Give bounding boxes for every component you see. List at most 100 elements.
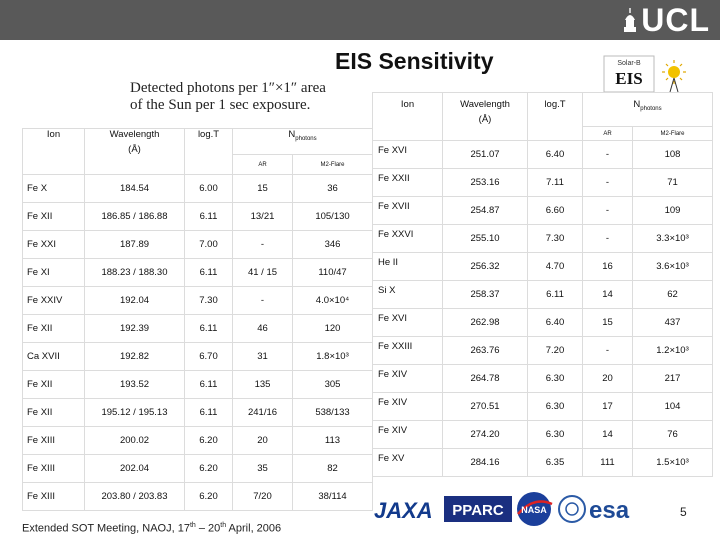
table-row: Fe X 184.54 6.00 15 36 (22, 174, 374, 203)
cell-m2flare: 1.2×10³ (631, 336, 714, 365)
table-row: Fe XII 195.12 / 195.13 6.11 241/16 538/133 (22, 398, 374, 427)
cell-m2flare: 108 (631, 140, 714, 169)
cell-m2flare: 62 (631, 280, 714, 309)
cell-m2flare: 109 (631, 196, 714, 225)
cell-wavelength: 187.89 (84, 230, 185, 259)
cell-m2flare: 3.6×10³ (631, 252, 714, 281)
cell-logt: 6.11 (184, 258, 233, 287)
table-row: Fe XXII 253.16 7.11-71 (372, 168, 714, 197)
table-row: Fe XVI 262.98 6.40 15 437 (372, 308, 714, 337)
cell-ion: Fe XXVI (372, 224, 443, 253)
right-sensitivity-table: Ion Wavelength (Å) log.T Nphotons AR M2-… (372, 92, 714, 477)
col-header-logt: log.T (527, 92, 583, 141)
cell-ar: 41 / 15 (232, 258, 293, 287)
cell-wavelength: 254.87 (442, 196, 528, 225)
cell-ion: Si X (372, 280, 443, 309)
cell-ion: Fe XII (22, 314, 85, 343)
table-row: Fe XXIV 192.04 7.30-4.0×10⁴ (22, 286, 374, 315)
table-row: Fe XXI 187.89 7.00-346 (22, 230, 374, 259)
table-row: Fe XXVI 255.10 7.30-3.3×10³ (372, 224, 714, 253)
footer-prefix: Extended SOT Meeting, NAOJ, 17 (22, 522, 190, 535)
cell-wavelength: 200.02 (84, 426, 185, 455)
cell-ar: - (582, 336, 633, 365)
table-row: Fe XV 284.16 6.35 111 1.5×10³ (372, 448, 714, 477)
cell-ion: Fe XIV (372, 420, 443, 449)
cell-ar: 31 (232, 342, 293, 371)
esa-logo-text: esa (589, 497, 630, 524)
cell-ion: Fe XXIII (372, 336, 443, 365)
cell-ar: 13/21 (232, 202, 293, 231)
cell-wavelength: 203.80 / 203.83 (84, 482, 185, 511)
col-header-wavelength: Wavelength (Å) (442, 92, 528, 141)
cell-m2flare: 437 (631, 308, 714, 337)
cell-ion: Fe XII (22, 202, 85, 231)
col-header-m2flare: M2-Flare (291, 154, 374, 175)
nasa-logo-text: NASA (521, 505, 547, 515)
cell-ion: Fe XI (22, 258, 85, 287)
cell-logt: 7.00 (184, 230, 233, 259)
cell-wavelength: 258.37 (442, 280, 528, 309)
table-row: Fe XIV 274.20 6.30 14 76 (372, 420, 714, 449)
nasa-logo: NASA (517, 492, 553, 526)
cell-ion: Fe XII (22, 370, 85, 399)
cell-m2flare: 38/114 (291, 482, 374, 511)
col-header-wavelength: Wavelength (Å) (84, 128, 185, 175)
ucl-dome-icon (624, 8, 637, 32)
cell-ion: Fe X (22, 174, 85, 203)
cell-ar: 35 (232, 454, 293, 483)
cell-wavelength: 195.12 / 195.13 (84, 398, 185, 427)
cell-ion: Fe XXI (22, 230, 85, 259)
cell-ion: Fe XV (372, 448, 443, 477)
cell-ar: - (582, 140, 633, 169)
cell-logt: 6.70 (184, 342, 233, 371)
cell-ion: Fe XIII (22, 482, 85, 511)
cell-logt: 6.00 (184, 174, 233, 203)
cell-ion: Fe XII (22, 398, 85, 427)
table-row: Fe XI 188.23 / 188.30 6.11 41 / 15 110/47 (22, 258, 374, 287)
subtitle-line-2: of the Sun per 1 sec exposure. (130, 97, 311, 113)
nphotons-sub: photons (640, 105, 662, 112)
cell-logt: 7.20 (527, 336, 583, 365)
cell-logt: 6.60 (527, 196, 583, 225)
cell-wavelength: 192.04 (84, 286, 185, 315)
table-row: Ca XVII 192.82 6.70 31 1.8×10³ (22, 342, 374, 371)
cell-logt: 6.30 (527, 364, 583, 393)
cell-ar: 46 (232, 314, 293, 343)
cell-m2flare: 217 (631, 364, 714, 393)
footer-sup-1: th (189, 522, 196, 529)
header-bar: UCL (0, 0, 720, 40)
cell-m2flare: 76 (631, 420, 714, 449)
cell-m2flare: 71 (631, 168, 714, 197)
cell-wavelength: 184.54 (84, 174, 185, 203)
cell-ion: Fe XXIV (22, 286, 85, 315)
cell-wavelength: 270.51 (442, 392, 528, 421)
cell-ion: Fe XIII (22, 454, 85, 483)
cell-ar: - (232, 286, 293, 315)
ucl-logo: UCL (623, 2, 710, 38)
cell-ar: - (582, 196, 633, 225)
cell-m2flare: 346 (291, 230, 374, 259)
nphotons-sub: photons (295, 135, 317, 142)
table-row: Fe XIII 203.80 / 203.83 6.20 7/20 38/114 (22, 482, 374, 511)
cell-ar: 241/16 (232, 398, 293, 427)
cell-ion: Fe XIII (22, 426, 85, 455)
cell-wavelength: 263.76 (442, 336, 528, 365)
jaxa-logo-text: JAXA (374, 498, 433, 523)
cell-logt: 6.11 (184, 202, 233, 231)
cell-wavelength: 186.85 / 186.88 (84, 202, 185, 231)
table-row: Fe XXIII 263.76 7.20-1.2×10³ (372, 336, 714, 365)
cell-m2flare: 104 (631, 392, 714, 421)
cell-ar: - (582, 168, 633, 197)
eis-logo-top: Solar-B (617, 60, 641, 67)
jaxa-logo: JAXA (374, 498, 433, 523)
cell-ar: 15 (232, 174, 293, 203)
cell-ar: 135 (232, 370, 293, 399)
footer-middle: – 20 (195, 522, 221, 535)
cell-wavelength: 255.10 (442, 224, 528, 253)
cell-ion: Ca XVII (22, 342, 85, 371)
cell-wavelength: 192.82 (84, 342, 185, 371)
subtitle: Detected photons per 1″×1″ area of the S… (130, 80, 326, 114)
cell-logt: 6.40 (527, 140, 583, 169)
cell-ion: Fe XVI (372, 140, 443, 169)
cell-wavelength: 253.16 (442, 168, 528, 197)
